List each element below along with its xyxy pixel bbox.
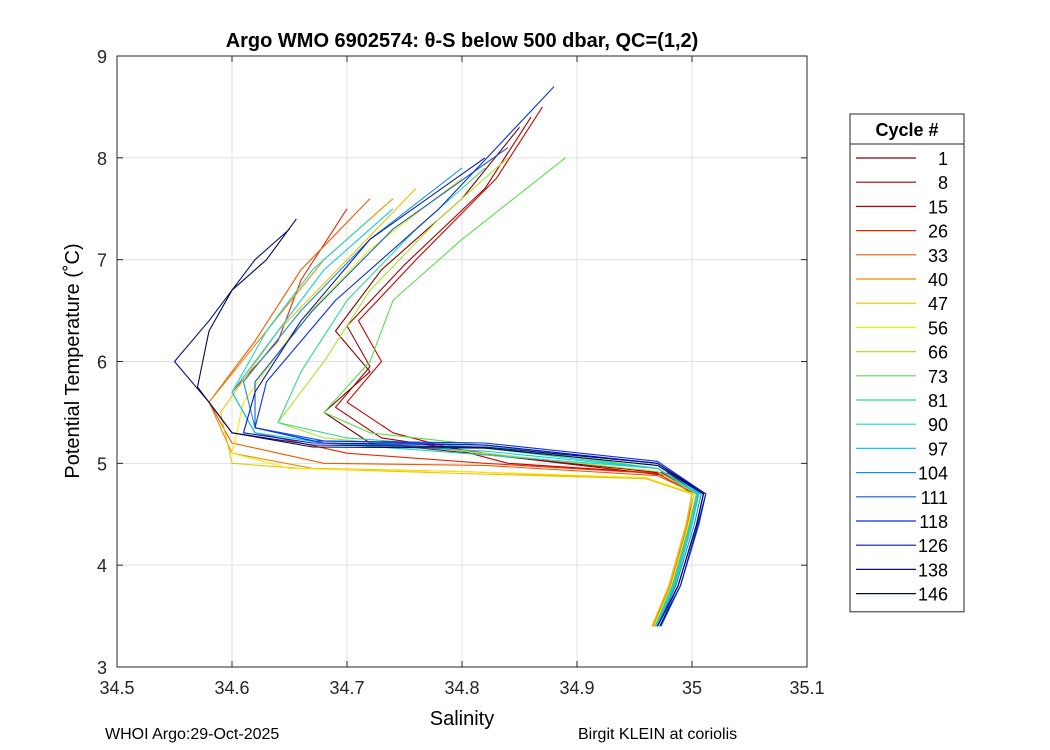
- y-tick-label: 6: [97, 353, 107, 373]
- y-tick-label: 5: [97, 454, 107, 474]
- legend-entry-label: 33: [928, 246, 948, 266]
- chart-title: Argo WMO 6902574: θ-S below 500 dbar, QC…: [226, 30, 699, 52]
- legend-entry-label: 8: [938, 173, 948, 193]
- x-tick-label: 34.6: [214, 678, 249, 698]
- legend-entry-label: 104: [918, 464, 948, 484]
- y-tick-label: 3: [97, 658, 107, 678]
- y-tick-label: 9: [97, 47, 107, 67]
- series-line-cycle-138: [173, 228, 705, 627]
- series-line-cycle-8: [334, 116, 698, 627]
- legend-entry-label: 26: [928, 222, 948, 242]
- legend: Cycle #1 8 15 26 33 40 47 56 66 73 81 90 97 104 111 118…: [849, 113, 965, 613]
- x-tick-label: 34.5: [99, 678, 134, 698]
- legend-box: [849, 113, 965, 613]
- x-tick-label: 35: [682, 678, 702, 698]
- series-line-cycle-73: [323, 157, 700, 627]
- x-tick-label: 34.7: [329, 678, 364, 698]
- series-line-cycle-47: [219, 188, 693, 627]
- series-line-cycle-97: [231, 208, 700, 627]
- series-line-cycle-1: [323, 126, 699, 627]
- legend-entry-label: 97: [928, 439, 948, 459]
- legend-entry-label: 90: [928, 415, 948, 435]
- y-axis-label: Potential Temperature (˚C): [62, 243, 84, 478]
- grid: [116, 55, 808, 668]
- legend-title: Cycle #: [875, 120, 938, 140]
- series-line-cycle-26: [231, 208, 695, 627]
- legend-entry-label: 56: [928, 318, 948, 338]
- series-line-cycle-126: [242, 157, 707, 627]
- x-tick-label: 35.1: [789, 678, 824, 698]
- footer-source: WHOI Argo:29-Oct-2025: [105, 726, 280, 743]
- x-tick-label: 34.8: [444, 678, 479, 698]
- y-tick-label: 7: [97, 251, 107, 271]
- series-line-cycle-15: [346, 106, 693, 627]
- series-group: [173, 86, 707, 627]
- legend-entry-label: 138: [918, 560, 948, 580]
- series-line-cycle-104: [242, 167, 702, 627]
- x-axis-label: Salinity: [430, 708, 494, 730]
- legend-entry-label: 73: [928, 367, 948, 387]
- legend-entry-label: 47: [928, 294, 948, 314]
- legend-entry-label: 1: [938, 149, 948, 169]
- legend-entry-label: 118: [919, 512, 948, 532]
- legend-entry-label: 40: [928, 270, 948, 290]
- legend-entry-label: 146: [918, 585, 948, 605]
- legend-entry-label: 111: [921, 488, 948, 508]
- axis-ticks: 34.5 34.6 34.7 34.8 34.9 35 35.1 3 4 5 6 7 8 9: [97, 47, 825, 698]
- series-line-cycle-146: [196, 218, 705, 627]
- series-line-cycle-90: [231, 218, 698, 627]
- legend-entry-label: 126: [918, 536, 948, 556]
- y-tick-label: 4: [97, 556, 107, 576]
- legend-entry-label: 66: [928, 343, 948, 363]
- series-line-cycle-111: [254, 147, 705, 627]
- legend-entry-label: 15: [928, 197, 948, 217]
- series-line-cycle-56: [231, 177, 695, 627]
- footer-author: Birgit KLEIN at coriolis: [578, 726, 738, 743]
- legend-entry-label: 81: [928, 391, 948, 411]
- series-line-cycle-118: [254, 86, 707, 627]
- series-line-cycle-40: [208, 198, 693, 627]
- y-tick-label: 8: [97, 149, 107, 169]
- x-tick-label: 34.9: [559, 678, 594, 698]
